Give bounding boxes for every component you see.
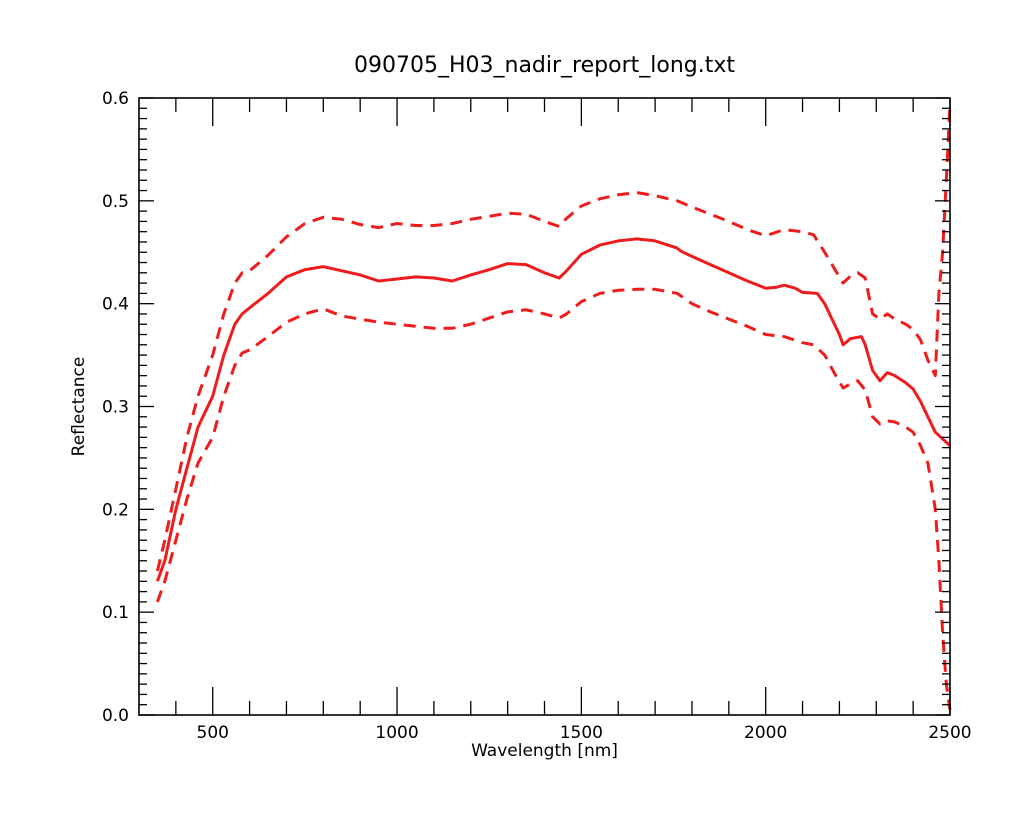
y-tick-label: 0.3: [102, 398, 129, 418]
series-layer: [155, 103, 952, 711]
tick-layer: 500 1000 1500 2000 2500 0.0 0.1 0.2 0.3 0.4 0.5 0.6: [102, 89, 972, 743]
y-tick-label: 0.0: [102, 706, 129, 726]
y-tick-label: 0.4: [102, 295, 129, 315]
series-line-bound-2: [155, 287, 952, 711]
y-axis-label: Reflectance: [69, 357, 89, 457]
x-tick-label: 2000: [744, 723, 787, 743]
x-axis-label: Wavelength [nm]: [471, 741, 618, 761]
y-tick-label: 0.5: [102, 192, 129, 212]
y-tick-label: 0.1: [102, 603, 129, 623]
x-tick-label: 500: [197, 723, 229, 743]
series-line-mean: [155, 237, 952, 582]
plot-frame: [138, 97, 951, 716]
x-tick-label: 1500: [560, 723, 603, 743]
x-tick-label: 2500: [928, 723, 971, 743]
series-line-bound-1: [155, 103, 952, 572]
y-tick-label: 0.6: [102, 89, 129, 109]
y-tick-label: 0.2: [102, 500, 129, 520]
x-tick-label: 1000: [375, 723, 418, 743]
chart-title: 090705_H03_nadir_report_long.txt: [354, 53, 735, 78]
